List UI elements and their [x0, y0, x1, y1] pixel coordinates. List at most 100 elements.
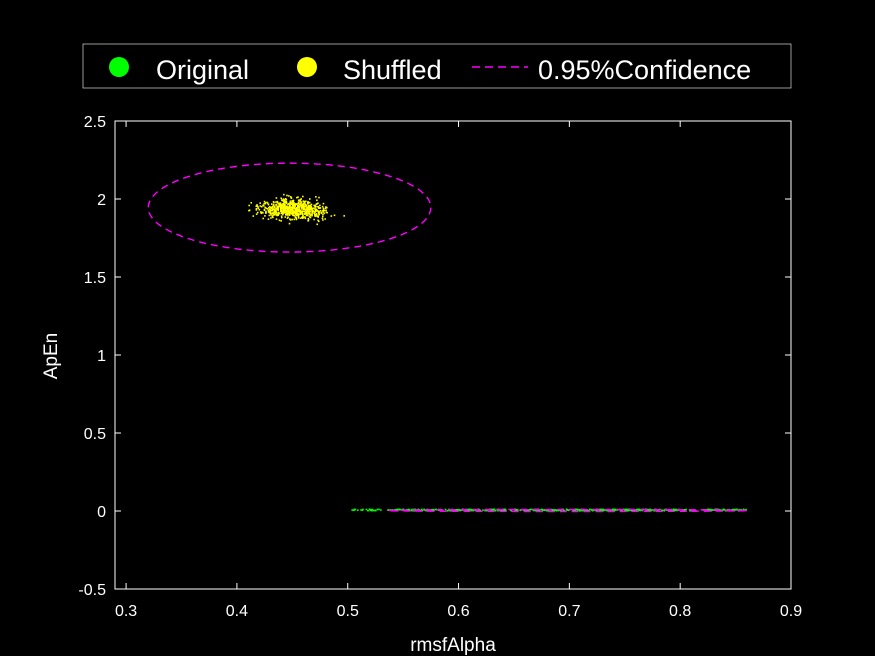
shuffled-point [293, 214, 296, 217]
shuffled-point [285, 211, 287, 214]
shuffled-point [252, 215, 255, 217]
shuffled-point [297, 199, 300, 202]
shuffled-point [322, 209, 325, 212]
original-point [578, 508, 581, 511]
original-point [425, 509, 427, 512]
shuffled-point [269, 211, 272, 214]
shuffled-point [268, 208, 271, 210]
shuffled-point [307, 217, 310, 220]
shuffled-point [282, 198, 285, 200]
shuffled-point [299, 202, 301, 205]
original-point [588, 509, 590, 512]
shuffled-point [289, 219, 292, 221]
y-tick-label: 0.5 [84, 426, 106, 443]
shuffled-point [278, 219, 281, 222]
shuffled-point [316, 205, 319, 208]
original-point [675, 508, 678, 511]
shuffled-point [288, 212, 290, 214]
shuffled-point [285, 214, 288, 216]
original-point [531, 508, 534, 511]
x-tick-label: 0.8 [669, 603, 691, 620]
original-point [362, 508, 364, 511]
shuffled-point [330, 215, 333, 217]
shuffled-point [294, 211, 297, 214]
y-tick-label: 2.5 [84, 114, 106, 131]
shuffled-point [317, 202, 319, 204]
shuffled-point [285, 202, 287, 205]
shuffled-point [316, 203, 318, 205]
shuffled-point [291, 218, 294, 221]
shuffled-point [275, 211, 277, 214]
shuffled-point [274, 212, 277, 215]
original-point [380, 509, 382, 511]
shuffled-point [325, 211, 328, 214]
shuffled-point [275, 207, 278, 209]
shuffled-point [266, 201, 268, 204]
shuffled-point [257, 207, 260, 209]
shuffled-point [298, 206, 301, 209]
legend-marker-shuffled [297, 57, 317, 77]
shuffled-point [321, 215, 324, 218]
original-point [586, 509, 589, 511]
shuffled-point [306, 213, 308, 215]
legend: Original Shuffled 0.95%Confidence [82, 43, 792, 89]
original-point [471, 508, 473, 511]
shuffled-point [256, 204, 258, 206]
original-point [540, 508, 543, 511]
original-point [357, 509, 359, 512]
shuffled-point [288, 204, 291, 207]
original-point [542, 509, 545, 511]
original-point [579, 509, 581, 512]
shuffled-point [259, 202, 261, 204]
original-point [446, 509, 449, 512]
shuffled-point [321, 205, 324, 208]
shuffled-point [267, 209, 270, 212]
shuffled-point [275, 201, 277, 203]
shuffled-point [291, 209, 294, 212]
shuffled-point [257, 205, 259, 208]
original-point [563, 509, 566, 512]
original-point [527, 509, 529, 512]
original-point [603, 509, 605, 511]
original-point [576, 508, 579, 511]
shuffled-point [286, 207, 289, 210]
original-point [582, 509, 585, 512]
original-point [562, 509, 565, 512]
shuffled-point [307, 210, 309, 212]
shuffled-point [317, 219, 319, 222]
shuffled-point [322, 202, 325, 205]
shuffled-point [267, 203, 270, 206]
original-point [585, 509, 588, 512]
shuffled-point [286, 217, 289, 219]
shuffled-point [299, 199, 301, 201]
original-point [554, 509, 557, 511]
original-point [494, 509, 497, 512]
shuffled-point [284, 198, 287, 200]
original-point [647, 509, 650, 512]
original-point [592, 509, 594, 512]
original-point [420, 508, 423, 511]
original-point [472, 509, 475, 512]
shuffled-point [323, 212, 326, 215]
shuffled-point [322, 208, 325, 210]
shuffled-point [276, 213, 278, 216]
shuffled-point [304, 205, 307, 208]
shuffled-point [292, 199, 295, 202]
original-point [435, 508, 438, 511]
shuffled-point [289, 212, 292, 214]
original-point [663, 509, 666, 512]
shuffled-point [311, 209, 314, 212]
shuffled-point [297, 217, 300, 219]
original-point [354, 508, 357, 511]
shuffled-point [292, 206, 295, 208]
original-point [565, 508, 568, 511]
shuffled-point [290, 197, 293, 199]
shuffled-point [310, 213, 313, 216]
shuffled-point [288, 206, 291, 208]
y-tick-label: 0 [97, 504, 106, 521]
shuffled-point [280, 207, 283, 210]
shuffled-point [302, 200, 305, 202]
original-point [374, 509, 376, 512]
shuffled-point [314, 209, 317, 212]
